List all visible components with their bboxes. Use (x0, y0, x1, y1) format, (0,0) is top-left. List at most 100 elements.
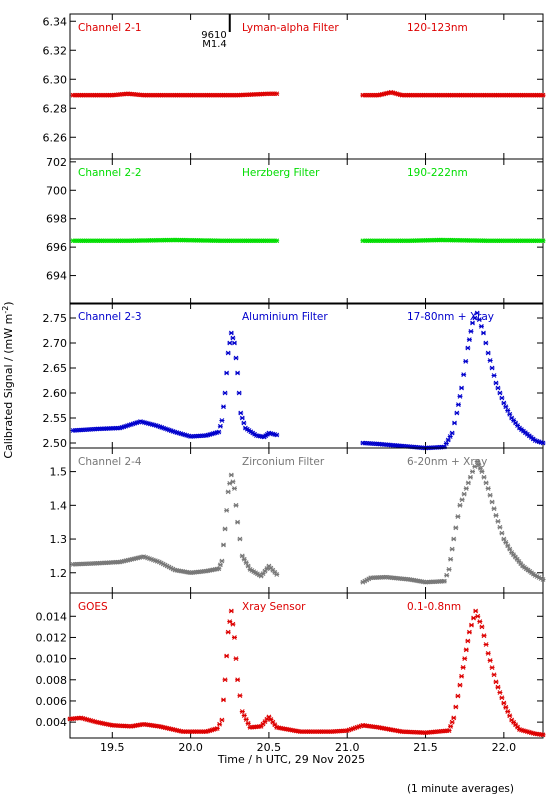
data-point (491, 373, 497, 378)
data-point (483, 340, 489, 346)
data-point (455, 514, 461, 519)
data-point (540, 732, 546, 738)
data-point (444, 572, 450, 578)
data-point (480, 330, 486, 336)
data-point (243, 717, 249, 722)
data-point (224, 507, 230, 513)
data-point (274, 572, 280, 577)
data-point (497, 524, 503, 530)
y-tick-label: 0.006 (36, 695, 68, 708)
data-point (540, 238, 546, 244)
data-point (237, 536, 243, 542)
filter-label: Aluminium Filter (242, 311, 328, 323)
data-point (219, 418, 225, 423)
data-point (465, 638, 471, 644)
data-point (455, 693, 461, 699)
x-tick-label: 20.0 (178, 741, 203, 754)
data-point (481, 474, 487, 480)
data-point (238, 410, 244, 416)
data-point (501, 400, 507, 406)
data-point (479, 469, 485, 474)
data-point (509, 415, 515, 421)
data-point (495, 518, 501, 524)
filter-label: Lyman-alpha Filter (242, 22, 339, 34)
y-tick-label: 2.75 (43, 312, 68, 325)
channel-label: Channel 2-1 (78, 22, 142, 34)
data-point (451, 536, 457, 542)
data-point (461, 372, 467, 378)
data-point (217, 423, 223, 429)
data-point (239, 415, 245, 421)
data-point (219, 717, 225, 723)
wavelength-label: 0.1-0.8nm (407, 601, 461, 613)
data-point (219, 558, 225, 564)
data-point (468, 622, 474, 628)
data-point (228, 608, 234, 614)
data-point (487, 358, 493, 363)
y-tick-label: 2.60 (43, 387, 68, 400)
data-point (455, 402, 461, 408)
y-tick-label: 6.30 (43, 73, 68, 86)
data-point (231, 340, 237, 346)
data-point (245, 721, 251, 726)
y-tick-label: 6.26 (43, 131, 68, 144)
data-point (228, 472, 234, 478)
data-point (476, 462, 482, 468)
data-point (233, 656, 239, 662)
data-point (454, 410, 460, 416)
data-point (503, 704, 509, 710)
data-point (228, 330, 234, 336)
panel-frame-5 (69, 592, 544, 739)
wavelength-label: 17-80nm + Xray (407, 311, 494, 323)
data-point (483, 480, 489, 486)
y-tick-label: 2.55 (43, 412, 68, 425)
data-point (220, 542, 226, 548)
data-point (501, 700, 507, 706)
data-point (511, 418, 517, 423)
channel-label: Channel 2-4 (78, 456, 142, 468)
data-point (222, 526, 228, 532)
data-point (236, 390, 242, 396)
data-point (540, 577, 546, 582)
data-point (463, 358, 469, 364)
data-point (441, 578, 447, 584)
data-point (507, 713, 513, 719)
data-point (507, 411, 513, 417)
data-point (477, 465, 483, 471)
y-tick-label: 2.70 (43, 337, 68, 350)
data-point (499, 695, 505, 701)
data-point (474, 459, 480, 464)
data-point (493, 380, 499, 386)
y-tick-label: 700 (46, 184, 67, 197)
data-point (489, 665, 495, 671)
data-point (466, 337, 472, 343)
x-tick-label: 21.0 (335, 741, 360, 754)
data-point (505, 543, 511, 549)
data-point (227, 340, 233, 346)
data-point (459, 497, 465, 503)
data-point (540, 440, 546, 446)
y-tick-label: 2.50 (43, 437, 68, 450)
y-tick-label: 0.008 (36, 674, 68, 687)
data-point (447, 434, 453, 439)
data-point (239, 709, 245, 714)
data-point (274, 91, 280, 97)
data-point (230, 479, 236, 485)
data-point (452, 420, 458, 426)
data-point (445, 437, 451, 443)
data-point (233, 355, 239, 361)
data-point (474, 310, 480, 316)
channel-label: Channel 2-2 (78, 167, 142, 179)
wavelength-label: 120-123nm (407, 22, 468, 34)
data-point (241, 713, 247, 718)
data-point (235, 677, 241, 683)
data-point (493, 513, 499, 518)
data-point (473, 608, 479, 614)
y-tick-label: 0.010 (36, 653, 68, 666)
data-point (237, 693, 243, 699)
data-point (446, 728, 452, 733)
data-point (476, 317, 482, 323)
data-point (505, 408, 511, 413)
data-point (513, 420, 519, 426)
data-point (260, 571, 266, 576)
